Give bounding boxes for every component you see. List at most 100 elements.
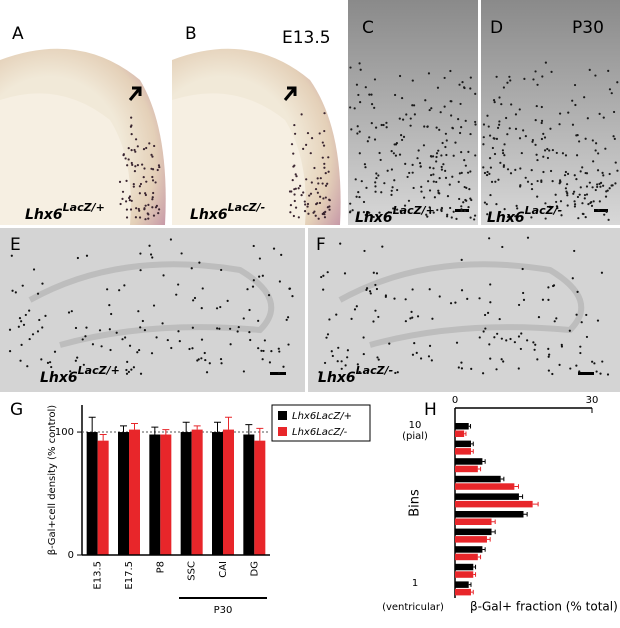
error-bar: [88, 416, 96, 433]
cell: [8, 350, 12, 353]
cell: [530, 182, 533, 186]
x-tick-label: CAI: [218, 561, 229, 578]
cell: [464, 164, 467, 167]
cell: [579, 186, 582, 189]
cell: [422, 144, 426, 147]
bar: [455, 553, 478, 561]
cell: [571, 99, 574, 102]
cell: [530, 216, 533, 219]
cell: [384, 294, 388, 297]
cell: [152, 191, 155, 195]
cell: [368, 211, 371, 214]
cell: [500, 103, 503, 106]
gene: Lhx6: [355, 210, 393, 226]
cell: [542, 132, 545, 135]
cell: [330, 350, 333, 353]
cell: [323, 216, 327, 219]
x-axis-label: β-Gal+ fraction (% total): [470, 600, 618, 614]
cell: [394, 371, 397, 375]
cell: [155, 336, 158, 339]
cell: [74, 359, 77, 362]
cell: [428, 166, 432, 169]
cell: [378, 151, 381, 155]
cell: [602, 184, 605, 187]
gene: Lhx6: [190, 207, 228, 223]
y-tick-label: 100: [55, 427, 74, 438]
cell: [316, 177, 319, 180]
cell: [490, 180, 494, 183]
cell: [261, 358, 264, 361]
cell: [598, 182, 601, 185]
cell: [139, 372, 143, 375]
cell: [242, 370, 245, 373]
cell: [547, 355, 550, 358]
cell: [356, 363, 359, 366]
cell: [285, 318, 288, 321]
x-tick-label: 30: [586, 395, 599, 406]
cell: [322, 211, 325, 214]
cell: [469, 197, 472, 200]
cell: [402, 118, 405, 121]
cell: [74, 326, 78, 330]
cell: [364, 166, 367, 169]
cell: [410, 310, 413, 313]
cell: [469, 216, 472, 219]
cell: [353, 308, 357, 311]
cell: [379, 158, 382, 162]
cell: [150, 352, 154, 355]
arrow: [283, 86, 297, 101]
cell: [125, 372, 129, 375]
cell: [383, 182, 386, 185]
cell: [606, 373, 610, 376]
cell: [608, 88, 612, 91]
cell: [446, 195, 450, 198]
cell: [321, 156, 324, 159]
cell: [295, 175, 298, 178]
cell: [150, 153, 153, 156]
cell: [390, 193, 393, 196]
cell: [357, 93, 360, 97]
cell: [462, 86, 466, 89]
cell: [380, 191, 383, 194]
cell: [365, 287, 369, 290]
cell: [506, 81, 509, 84]
cell: [580, 321, 583, 324]
cell: [584, 216, 587, 219]
cell: [548, 205, 551, 208]
bar: [455, 528, 492, 536]
cell: [464, 198, 467, 202]
cell: [514, 168, 517, 171]
cell: [309, 192, 313, 195]
bar: [455, 483, 515, 490]
cell: [506, 133, 509, 136]
cell: [585, 172, 589, 175]
cell: [192, 299, 195, 302]
cell: [201, 287, 204, 290]
cell: [614, 182, 617, 185]
cell: [151, 198, 154, 201]
cell: [277, 347, 280, 350]
cell: [147, 213, 150, 216]
cell: [386, 169, 389, 172]
cell: [482, 123, 486, 126]
cell: [215, 307, 219, 310]
cell: [198, 261, 201, 264]
cell: [400, 134, 403, 137]
cell: [573, 203, 577, 206]
cell: [536, 83, 539, 86]
cell: [612, 135, 615, 138]
cell: [363, 163, 367, 166]
cell: [393, 143, 396, 146]
cell: [460, 258, 463, 261]
cell: [601, 171, 604, 174]
cell: [346, 349, 349, 352]
cell: [106, 288, 109, 291]
cell: [260, 349, 263, 352]
arrow: [128, 86, 142, 101]
error-bar: [491, 519, 496, 524]
cell: [203, 351, 206, 355]
cell: [597, 208, 600, 212]
cell: [564, 170, 567, 174]
cell: [378, 211, 381, 214]
cell: [584, 137, 587, 140]
